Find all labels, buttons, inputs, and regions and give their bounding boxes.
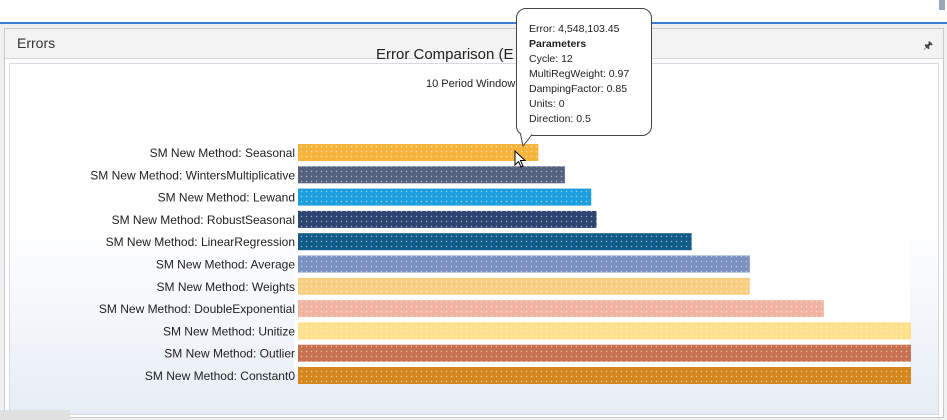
category-label-weights: SM New Method: Weights	[157, 280, 296, 294]
category-label-seasonal: SM New Method: Seasonal	[150, 146, 295, 160]
category-label-linearregression: SM New Method: LinearRegression	[106, 235, 295, 249]
panel-title: Errors	[17, 35, 56, 51]
tooltip-error: Error: 4,548,103.45	[529, 23, 620, 35]
bar-constant0[interactable]	[298, 367, 911, 384]
tooltip-pointer	[520, 134, 533, 148]
tooltip-line-multiregweight: MultiRegWeight: 0.97	[529, 68, 630, 80]
mouse-cursor-icon	[514, 150, 527, 168]
category-label-doubleexponential: SM New Method: DoubleExponential	[99, 302, 295, 316]
window-edge	[939, 0, 945, 10]
category-label-average: SM New Method: Average	[156, 258, 296, 272]
horizontal-scrollbar[interactable]	[0, 410, 70, 420]
top-toolbar-strip	[0, 0, 947, 24]
bar-average[interactable]	[298, 255, 750, 273]
category-label-constant0: SM New Method: Constant0	[145, 369, 295, 383]
tooltip-heading: Parameters	[529, 38, 587, 50]
bar-robustseasonal[interactable]	[298, 210, 597, 228]
bar-outlier[interactable]	[298, 344, 911, 362]
pin-icon[interactable]: 🖈	[922, 40, 933, 52]
chart-subtitle: 10 Period Window	[426, 78, 516, 90]
bar-weights[interactable]	[298, 277, 750, 295]
category-label-unitize: SM New Method: Unitize	[163, 324, 295, 338]
tooltip-line-cycle: Cycle: 12	[529, 53, 573, 65]
category-label-lewand: SM New Method: Lewand	[158, 191, 295, 205]
chart-title: Error Comparison (E	[376, 46, 514, 63]
category-label-outlier: SM New Method: Outlier	[164, 347, 295, 361]
panel-header: Errors 🖈	[5, 29, 943, 59]
tooltip: Error: 4,548,103.45 Parameters Cycle: 12…	[516, 8, 652, 136]
bar-unitize[interactable]	[298, 322, 911, 340]
tooltip-line-units: Units: 0	[529, 98, 565, 110]
category-label-wintersmultiplicative: SM New Method: WintersMultiplicative	[90, 168, 295, 182]
category-label-robustseasonal: SM New Method: RobustSeasonal	[112, 213, 295, 227]
bar-linearregression[interactable]	[298, 233, 692, 251]
bar-doubleexponential[interactable]	[298, 300, 824, 318]
bar-lewand[interactable]	[298, 188, 592, 206]
tooltip-line-dampingfactor: DampingFactor: 0.85	[529, 83, 628, 95]
tooltip-line-direction: Direction: 0.5	[529, 113, 591, 125]
bar-seasonal[interactable]	[298, 144, 539, 161]
